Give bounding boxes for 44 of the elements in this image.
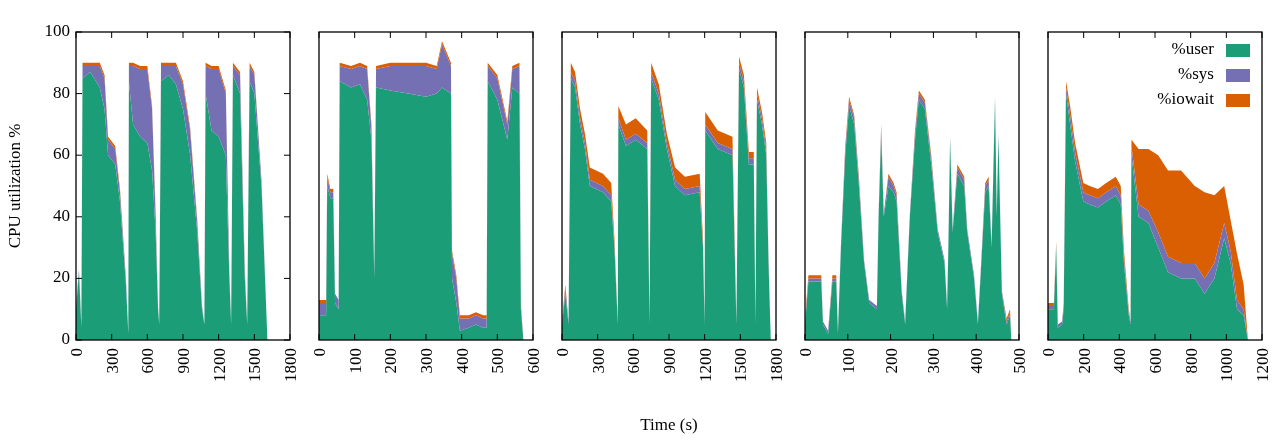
- x-tick-label: 200: [1074, 348, 1094, 374]
- x-tick-label: 100: [838, 348, 858, 374]
- x-tick-label: 1200: [209, 348, 229, 382]
- x-tick-label: 500: [488, 348, 508, 374]
- x-tick-label: 0: [67, 348, 86, 357]
- x-tick-label: 1200: [1253, 348, 1272, 382]
- x-tick-label: 0: [310, 348, 329, 357]
- x-tick-label: 300: [588, 348, 608, 374]
- legend-label: %user: [1171, 38, 1215, 58]
- x-tick-label: 600: [1146, 348, 1165, 374]
- x-tick-label: 0: [553, 348, 572, 357]
- x-tick-label: 500: [1010, 348, 1029, 374]
- y-tick-label: 80: [53, 82, 70, 102]
- x-axis-title: Time (s): [640, 415, 698, 434]
- x-tick-label: 0: [796, 348, 815, 357]
- x-tick-label: 600: [138, 348, 158, 374]
- x-tick-label: 900: [660, 348, 679, 374]
- x-tick-label: 300: [924, 348, 944, 374]
- x-tick-label: 200: [881, 348, 901, 374]
- x-tick-label: 600: [624, 348, 644, 374]
- x-tick-label: 300: [417, 348, 436, 374]
- y-axis-title: CPU utilization %: [5, 123, 24, 249]
- x-tick-label: 0: [1039, 348, 1058, 357]
- x-tick-label: 1000: [1217, 348, 1237, 382]
- y-tick-label: 100: [44, 20, 70, 40]
- legend-label: %sys: [1178, 63, 1214, 83]
- y-tick-label: 40: [53, 205, 70, 225]
- x-tick-label: 1500: [245, 348, 265, 382]
- x-tick-label: 1800: [281, 348, 300, 382]
- x-tick-label: 300: [102, 348, 122, 374]
- y-tick-label: 20: [53, 267, 70, 287]
- x-tick-label: 800: [1181, 348, 1201, 374]
- x-tick-label: 200: [381, 348, 401, 374]
- x-tick-label: 1800: [767, 348, 786, 382]
- x-tick-label: 1500: [731, 348, 751, 382]
- x-tick-label: 1200: [695, 348, 715, 382]
- x-tick-label: 600: [524, 348, 543, 374]
- y-tick-label: 60: [53, 144, 70, 164]
- legend-label: %iowait: [1157, 88, 1215, 108]
- x-tick-label: 100: [345, 348, 365, 374]
- x-tick-label: 400: [967, 348, 987, 374]
- x-tick-label: 400: [452, 348, 472, 374]
- x-tick-label: 400: [1110, 348, 1130, 374]
- x-tick-label: 900: [174, 348, 193, 374]
